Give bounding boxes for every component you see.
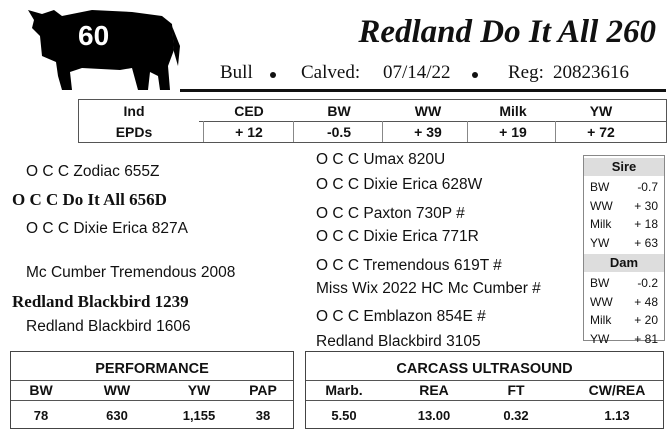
table-rule (11, 400, 293, 401)
parent-epd-value: -0.2 (637, 276, 658, 290)
great-grandparent: O C C Emblazon 854E # (316, 308, 486, 325)
great-grandparent: O C C Umax 820U (316, 151, 446, 168)
column-value: 1,155 (182, 408, 216, 423)
epd-row-label: EPDs (115, 124, 153, 140)
parent-epd-value: + 30 (634, 198, 658, 213)
calved-date: 07/14/22 (383, 62, 451, 83)
column-header: FT (507, 382, 525, 398)
epd-cell-border (467, 121, 468, 142)
column-value: 78 (33, 408, 49, 423)
parent-epd-value: -0.7 (637, 180, 658, 194)
epd-divider (199, 121, 666, 122)
epd-value: + 72 (587, 124, 615, 140)
dam-sire: Mc Cumber Tremendous 2008 (26, 264, 236, 281)
column-value: 1.13 (604, 408, 630, 423)
table-rule (11, 380, 293, 381)
column-value: 38 (255, 408, 271, 423)
great-grandparent: O C C Tremendous 619T # (316, 257, 502, 274)
sire: O C C Do It All 656D (12, 190, 167, 209)
epd-cell-border (293, 121, 294, 142)
parent-epd-label: YW (590, 235, 610, 250)
parent-epd-label: WW (590, 294, 613, 309)
column-value: 0.32 (503, 408, 529, 423)
column-value: 13.00 (417, 408, 451, 423)
epd-value: + 12 (235, 124, 263, 140)
column-header: BW (29, 382, 53, 398)
parent-epd-value: + 18 (634, 217, 658, 231)
epd-header: YW (589, 103, 613, 119)
great-grandparent: Redland Blackbird 3105 (316, 333, 481, 350)
column-header: CW/REA (588, 382, 646, 398)
sire-sire: O C C Zodiac 655Z (26, 163, 160, 180)
epd-header: BW (327, 103, 351, 119)
epd-value: -0.5 (326, 124, 352, 140)
great-grandparent: O C C Paxton 730P # (316, 205, 465, 222)
calved-label: Calved: (301, 62, 361, 83)
column-value: 630 (106, 408, 128, 423)
column-header: YW (187, 382, 211, 398)
parent-epd-label: Milk (590, 313, 612, 327)
parent-epd-label: WW (590, 198, 613, 213)
parent-epd-value: + 63 (634, 235, 658, 250)
great-grandparent: O C C Dixie Erica 771R (316, 228, 479, 245)
dam-dam: Redland Blackbird 1606 (26, 318, 191, 335)
sex: Bull (220, 62, 253, 83)
parent-epd-value: + 48 (634, 294, 658, 309)
column-value: 5.50 (331, 408, 357, 423)
animal-name: Redland Do It All 260 (358, 14, 656, 50)
parent-epd-value: + 81 (634, 331, 658, 346)
parent-epd-box: Sire BW -0.7 WW + 30 Milk + 18 YW + 63 Dam BW -0.2 W… (583, 155, 665, 346)
epd-cell-border (382, 121, 383, 142)
column-header: WW (103, 382, 131, 398)
epd-value: + 39 (414, 124, 442, 140)
carcass-table: CARCASS ULTRASOUND Marb. 5.50 REA 13.00 FT 0.3… (305, 351, 664, 429)
epd-cell-border (555, 121, 556, 142)
separator-dot (472, 72, 478, 78)
sire-dam: O C C Dixie Erica 827A (26, 220, 188, 237)
performance-table: PERFORMANCE BW 78 WW 630 YW 1,155 PAP 38 (10, 351, 294, 429)
epd-row-label: Ind (123, 103, 145, 119)
epd-header: WW (414, 103, 442, 119)
reg-number: 20823616 (553, 62, 629, 83)
parent-title: Dam (584, 254, 664, 272)
epd-table: Ind EPDs CED + 12 BW -0.5 WW + 39 Milk + 19 YW + … (78, 99, 667, 143)
epd-value: + 19 (499, 124, 527, 140)
great-grandparent: O C C Dixie Erica 628W (316, 176, 483, 193)
parent-epd-label: Milk (590, 217, 612, 231)
lot-number: 60 (78, 20, 110, 51)
parent-epd-label: YW (590, 331, 610, 346)
epd-header: Milk (499, 103, 527, 119)
parent-title: Sire (584, 158, 664, 176)
table-title: CARCASS ULTRASOUND (396, 361, 573, 377)
parent-epd-label: BW (590, 180, 610, 194)
separator-dot (270, 72, 276, 78)
table-rule (306, 400, 663, 401)
column-header: REA (419, 382, 449, 398)
table-rule (306, 380, 663, 381)
parent-epd-value: + 20 (634, 313, 658, 327)
great-grandparent: Miss Wix 2022 HC Mc Cumber # (316, 280, 541, 297)
column-header: Marb. (325, 382, 363, 398)
table-title: PERFORMANCE (95, 361, 209, 377)
parent-epd-label: BW (590, 276, 610, 290)
epd-header: CED (234, 103, 264, 119)
column-header: PAP (249, 382, 277, 398)
dam: Redland Blackbird 1239 (12, 292, 189, 311)
bull-silhouette (28, 10, 180, 90)
reg-label: Reg: (508, 62, 544, 83)
header-rule (180, 89, 666, 92)
epd-cell-border (203, 121, 204, 142)
